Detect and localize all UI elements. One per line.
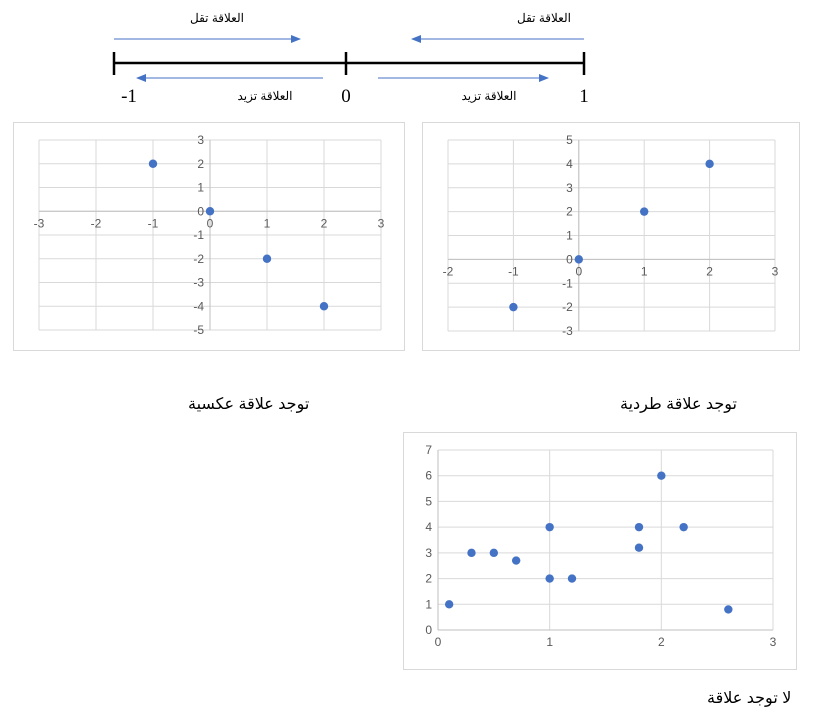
y-tick-label: 2: [197, 157, 204, 171]
data-point: [545, 522, 554, 532]
y-tick-label: 1: [197, 181, 204, 195]
y-tick-label: -1: [193, 228, 204, 242]
correlation-scale-diagram: العلاقة تقل العلاقة تقل العلاقة تزيد الع…: [112, 11, 589, 107]
x-tick-label: 1: [546, 635, 553, 649]
y-tick-label: -2: [193, 252, 204, 266]
data-point: [467, 548, 476, 558]
data-point: [640, 207, 649, 216]
data-point: [509, 302, 518, 312]
x-tick-label: 0: [575, 264, 582, 278]
data-point: [262, 254, 272, 263]
data-point: [567, 574, 577, 583]
x-tick-label: -2: [443, 264, 454, 278]
y-tick-label: -5: [193, 323, 204, 337]
y-tick-label: 0: [566, 252, 573, 266]
x-tick-label: 2: [706, 264, 713, 278]
scale-value-center: 0: [341, 86, 351, 107]
y-tick-label: -1: [562, 276, 573, 290]
y-tick-label: 1: [566, 229, 573, 243]
data-point: [545, 574, 554, 583]
chart-positive-correlation: -2 -1 0 1 2 3 -3 -2 -1 0 1 2 3 4 5: [422, 122, 800, 351]
data-point: [319, 302, 329, 311]
x-tick-label: -2: [91, 216, 102, 230]
y-tick-label: 3: [197, 133, 204, 147]
label-decrease-left: العلاقة تقل: [190, 11, 244, 25]
x-tick-label: 3: [772, 264, 779, 278]
data-point: [634, 522, 644, 532]
data-point: [705, 159, 714, 169]
chart-none-svg: 0 1 2 3 0 1 2 3 4 5 6 7: [425, 443, 777, 649]
x-tick-label: 2: [321, 216, 328, 230]
data-point: [205, 207, 215, 216]
data-point: [148, 159, 158, 168]
x-tick-label: 0: [207, 216, 214, 230]
data-point: [511, 556, 521, 565]
y-tick-label: 4: [566, 157, 573, 171]
scale-value-right: 1: [579, 86, 589, 107]
y-tick-label: 7: [425, 443, 432, 457]
caption-no-correlation: لا توجد علاقة: [707, 690, 792, 707]
y-tick-label: -4: [193, 299, 204, 313]
data-point: [679, 522, 688, 532]
y-tick-label: 2: [425, 572, 432, 586]
data-point: [634, 543, 644, 552]
y-tick-label: 0: [425, 623, 432, 637]
x-tick-label: 0: [435, 635, 442, 649]
y-tick-label: 2: [566, 205, 573, 219]
caption-negative-correlation: توجد علاقة عكسية: [188, 396, 310, 413]
data-point: [657, 471, 666, 480]
label-increase-left: العلاقة تزيد: [237, 89, 292, 103]
x-tick-label: 1: [264, 216, 271, 230]
x-tick-label: 3: [770, 635, 777, 649]
chart-no-correlation: 0 1 2 3 0 1 2 3 4 5 6 7: [403, 432, 797, 670]
x-tick-label: -1: [508, 264, 519, 278]
y-tick-label: -2: [562, 300, 573, 314]
x-tick-label: -1: [148, 216, 159, 230]
y-tick-label: 3: [566, 181, 573, 195]
y-tick-label: 4: [425, 520, 432, 534]
y-tick-label: -3: [562, 324, 573, 338]
y-tick-label: 3: [425, 546, 432, 560]
y-tick-label: 5: [425, 494, 432, 508]
y-tick-label: 1: [425, 597, 432, 611]
x-tick-label: 2: [658, 635, 665, 649]
y-tick-label: 0: [197, 204, 204, 218]
y-tick-label: 6: [425, 469, 432, 483]
x-tick-label: 3: [378, 216, 385, 230]
scale-value-left: -1: [121, 86, 137, 107]
caption-positive-correlation: توجد علاقة طردية: [620, 396, 737, 413]
data-point: [489, 548, 499, 558]
x-tick-label: -3: [34, 216, 45, 230]
label-increase-right: العلاقة تزيد: [461, 89, 516, 103]
label-decrease-right: العلاقة تقل: [517, 11, 571, 25]
y-tick-label: 5: [566, 133, 573, 147]
data-point: [724, 605, 733, 614]
y-tick-label: -3: [193, 276, 204, 290]
data-point: [444, 600, 454, 609]
x-tick-label: 1: [641, 264, 648, 278]
data-point: [574, 255, 583, 264]
chart-negative-correlation: -3 -2 -1 0 1 2 3 -5 -4 -3 -2 -1 0 1 2 3: [13, 122, 405, 351]
